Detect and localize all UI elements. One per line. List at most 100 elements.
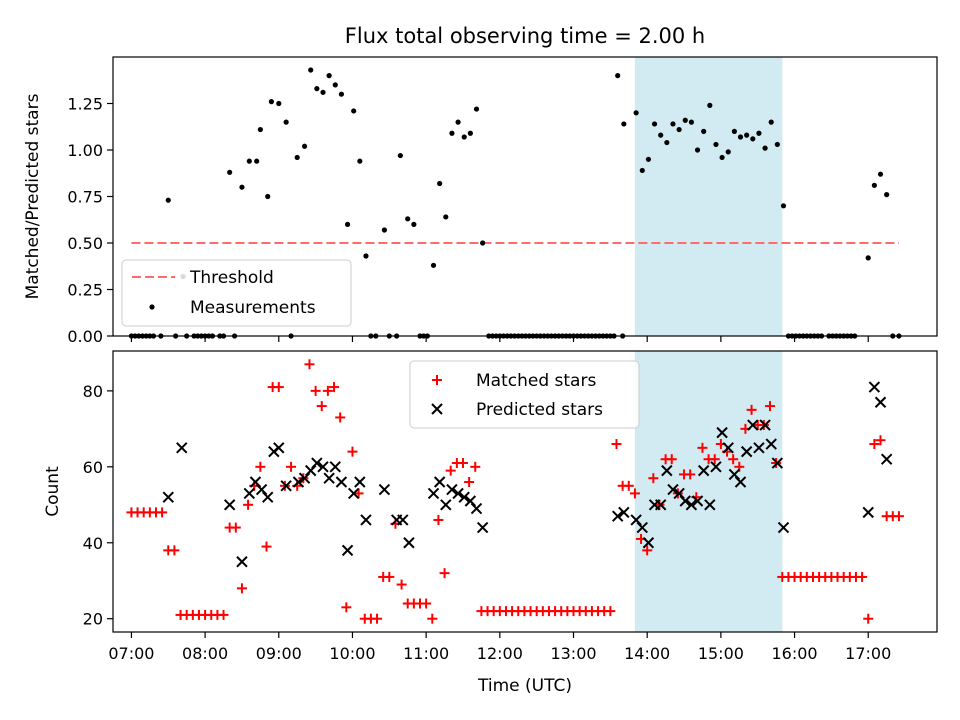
legend-predicted-swatch [431,403,443,415]
predicted-star-point [354,476,366,488]
y-tick-label: 60 [83,458,103,477]
predicted-star-point [685,499,698,511]
matched-star-point [169,545,180,556]
predicted-star-point [335,476,348,488]
y-tick-label: 0.75 [67,188,103,207]
measurement-point [645,156,652,162]
matched-star-point [709,454,720,465]
predicted-star-point [236,556,248,568]
measurement-point [756,130,762,136]
measurement-point [884,192,890,198]
predicted-star-point [704,499,716,511]
matched-star-point [611,439,622,450]
chart-title: Flux total observing time = 2.00 h [345,24,705,48]
measurement-point [227,169,233,175]
top-x-ticks [130,336,869,342]
y-tick-label: 1.25 [67,95,103,114]
matched-star-point [273,382,284,393]
top-legend-box [121,259,352,327]
predicted-star-point [262,491,274,503]
matched-star-point [243,499,254,510]
measurement-point [239,184,245,190]
predicted-star-point [722,442,734,454]
matched-star-point [764,401,775,412]
predicted-star-point [452,487,464,500]
measurement-point [467,130,473,136]
predicted-star-point [747,419,759,431]
matched-star-point [286,461,297,472]
y-tick-label: 0.00 [67,327,103,346]
matched-star-point [685,469,696,480]
matched-star-point [666,454,677,465]
predicted-star-point [255,483,268,496]
measurement-point [326,73,332,79]
x-tick-label: 16:00 [771,644,817,663]
top-legend: Threshold Measurements [121,259,352,327]
x-tick-label: 15:00 [698,644,744,663]
predicted-star-point [880,453,893,465]
measurement-point [397,152,403,159]
measurement-point [719,154,725,161]
measurement-point [357,158,363,164]
measurement-point [682,117,688,123]
legend-predicted-label: Predicted stars [476,400,603,420]
matched-star-point [335,412,346,423]
matched-star-point [605,606,616,617]
x-axis-label: Time (UTC) [477,676,572,696]
matched-star-point [648,473,659,484]
predicted-star-point [323,472,335,484]
x-tick-label: 07:00 [108,644,154,663]
measurement-point [865,255,871,261]
predicted-star-point [317,461,329,473]
x-tick-label: 12:00 [477,644,523,663]
matched-star-point [869,439,880,450]
predicted-star-point [440,499,452,511]
measurement-point [744,132,750,138]
matched-star-point [230,522,241,533]
predicted-star-point [740,445,753,458]
legend-threshold-label: Threshold [189,268,274,288]
bottom-x-ticks: 07:00 08:00 09:00 10:00 11:00 12:00 13:00 14:00… [108,632,891,663]
predicted-star-point [642,537,655,549]
predicted-star-point [679,495,691,507]
measurement-point [430,262,437,268]
predicted-star-point [630,514,642,526]
measurement-point [731,128,737,134]
predicted-star-point [223,499,236,511]
measurement-point [707,102,713,108]
predicted-star-point [710,461,722,473]
matched-star-point [261,541,272,552]
matched-star-point [372,613,383,624]
predicted-star-point [612,510,624,522]
predicted-star-point [280,480,292,492]
observing-window-highlight [634,351,783,632]
y-tick-label: 20 [83,610,103,629]
legend-measurements-label: Measurements [190,298,316,318]
measurement-point [320,89,326,95]
predicted-star-point [728,468,741,481]
measurement-point [780,203,787,209]
predicted-star-point [618,506,630,519]
measurement-point [713,141,719,148]
predicted-star-point [476,521,489,534]
measurement-point [455,119,461,125]
matched-star-point [623,480,634,491]
bottom-plot-frame [112,350,938,633]
predicted-star-point [771,457,784,469]
predicted-star-point [176,442,188,454]
measurement-point [443,214,449,220]
predicted-star-point [874,396,887,408]
matched-star-point [697,442,708,453]
matched-star-point [310,385,321,396]
measurement-point [658,132,664,138]
matched-star-point [384,571,395,582]
legend-matched-swatch [432,375,442,385]
predicted-star-point [697,464,710,477]
measurement-point [871,182,877,188]
predicted-star-point [427,487,440,500]
measurement-point [351,108,357,114]
predicted-star-point [347,487,360,500]
x-tick-label: 08:00 [182,644,228,663]
measurement-point [480,240,486,246]
